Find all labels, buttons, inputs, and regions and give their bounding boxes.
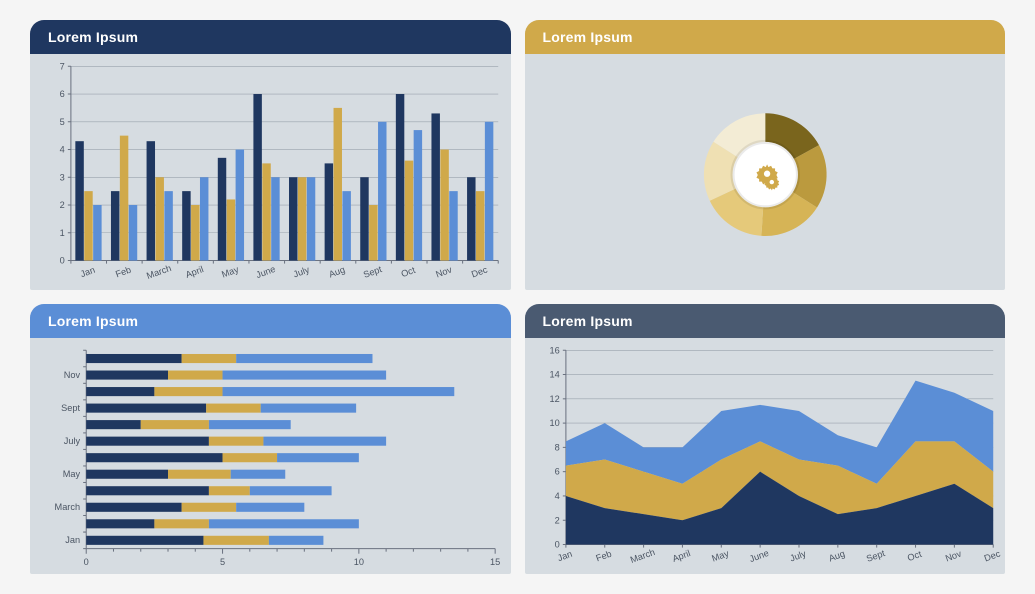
svg-text:Aug: Aug bbox=[328, 265, 347, 280]
svg-text:12: 12 bbox=[549, 394, 559, 404]
area-chart: 0 2 4 6 8 10 12 14 16 Jan Feb March April May June July… bbox=[525, 338, 1006, 574]
svg-text:Oct: Oct bbox=[400, 265, 417, 279]
svg-text:15: 15 bbox=[490, 557, 500, 567]
svg-text:June: June bbox=[255, 264, 277, 280]
svg-text:10: 10 bbox=[354, 557, 364, 567]
svg-text:2: 2 bbox=[60, 200, 65, 210]
panel-bottom-left: Lorem Ipsum 0 5 10 15 Nov Sept July May March Jan bbox=[30, 304, 511, 574]
svg-text:1: 1 bbox=[60, 228, 65, 238]
svg-text:4: 4 bbox=[60, 145, 65, 155]
svg-text:8: 8 bbox=[554, 442, 559, 452]
svg-text:3: 3 bbox=[60, 172, 65, 182]
svg-text:May: May bbox=[710, 548, 730, 563]
svg-text:Nov: Nov bbox=[64, 370, 81, 380]
svg-text:0: 0 bbox=[84, 557, 89, 567]
svg-text:Nov: Nov bbox=[943, 548, 962, 563]
svg-text:7: 7 bbox=[60, 61, 65, 71]
svg-text:March: March bbox=[628, 547, 655, 565]
panel-header: Lorem Ipsum bbox=[30, 304, 511, 338]
svg-text:0: 0 bbox=[554, 540, 559, 550]
svg-text:Dec: Dec bbox=[982, 548, 1001, 563]
svg-text:4: 4 bbox=[554, 491, 559, 501]
panel-top-left: Lorem Ipsum 0 1 2 3 4 5 6 7 Jan Feb March April May J… bbox=[30, 20, 511, 290]
svg-text:Jan: Jan bbox=[556, 549, 573, 563]
svg-text:June: June bbox=[748, 548, 770, 564]
svg-text:Sept: Sept bbox=[362, 264, 384, 280]
stacked-hbar-chart: 0 5 10 15 Nov Sept July May March Jan bbox=[30, 338, 511, 574]
svg-text:July: July bbox=[64, 436, 81, 446]
svg-text:Jan: Jan bbox=[79, 265, 96, 279]
svg-text:Nov: Nov bbox=[434, 264, 453, 279]
svg-text:Feb: Feb bbox=[594, 549, 612, 564]
dashboard-grid: Lorem Ipsum 01234567JanFebMarchAprilMayJ… bbox=[0, 0, 1035, 594]
svg-text:16: 16 bbox=[549, 345, 559, 355]
bar-chart: 0 1 2 3 4 5 6 7 Jan Feb March April May June July Aug Se… bbox=[30, 54, 511, 290]
panel-header: Lorem Ipsum bbox=[525, 20, 1006, 54]
svg-text:10: 10 bbox=[549, 418, 559, 428]
svg-text:5: 5 bbox=[220, 557, 225, 567]
svg-text:May: May bbox=[220, 264, 240, 279]
svg-text:2: 2 bbox=[554, 515, 559, 525]
panel-header: Lorem Ipsum bbox=[525, 304, 1006, 338]
svg-text:6: 6 bbox=[60, 89, 65, 99]
svg-text:14: 14 bbox=[549, 370, 559, 380]
svg-text:March: March bbox=[55, 502, 81, 512]
svg-text:July: July bbox=[788, 548, 807, 563]
panel-bottom-right: Lorem Ipsum 0 2 4 6 8 10 12 14 16 Jan Feb March Apri… bbox=[525, 304, 1006, 574]
svg-text:April: April bbox=[671, 548, 692, 564]
svg-text:Oct: Oct bbox=[906, 549, 923, 563]
svg-text:Sept: Sept bbox=[61, 403, 80, 413]
donut-chart bbox=[525, 54, 1006, 290]
svg-text:Feb: Feb bbox=[114, 265, 132, 280]
svg-text:April: April bbox=[184, 264, 205, 280]
svg-text:Dec: Dec bbox=[470, 264, 489, 279]
svg-text:0: 0 bbox=[60, 256, 65, 266]
svg-text:March: March bbox=[145, 263, 172, 281]
panel-top-right: Lorem Ipsum bbox=[525, 20, 1006, 290]
svg-text:6: 6 bbox=[554, 467, 559, 477]
svg-text:May: May bbox=[63, 469, 81, 479]
svg-text:Aug: Aug bbox=[827, 549, 846, 564]
svg-text:Sept: Sept bbox=[865, 548, 887, 564]
svg-text:Jan: Jan bbox=[65, 535, 80, 545]
svg-text:5: 5 bbox=[60, 117, 65, 127]
panel-header: Lorem Ipsum bbox=[30, 20, 511, 54]
svg-text:July: July bbox=[292, 264, 311, 279]
